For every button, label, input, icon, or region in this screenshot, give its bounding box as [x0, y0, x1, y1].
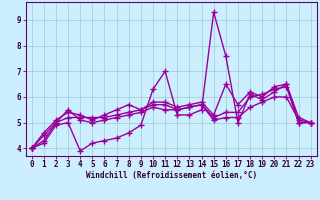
X-axis label: Windchill (Refroidissement éolien,°C): Windchill (Refroidissement éolien,°C): [86, 171, 257, 180]
